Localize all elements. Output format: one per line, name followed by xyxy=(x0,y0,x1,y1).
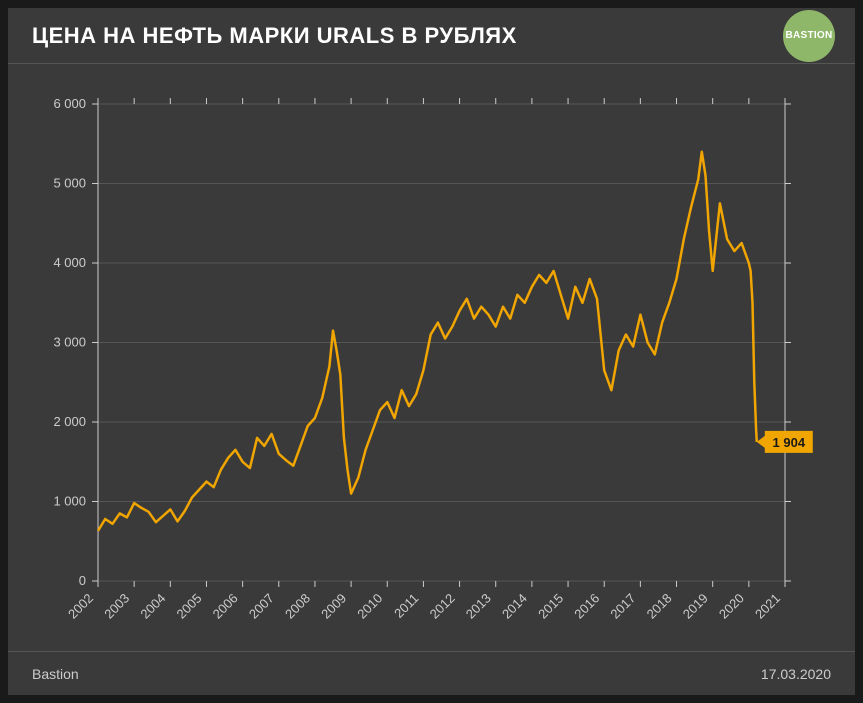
footer-source: Bastion xyxy=(32,666,79,682)
footer: Bastion 17.03.2020 xyxy=(8,651,855,695)
bastion-logo: BASTION xyxy=(783,10,835,62)
svg-text:2 000: 2 000 xyxy=(53,414,86,429)
svg-text:2007: 2007 xyxy=(246,591,277,622)
footer-date: 17.03.2020 xyxy=(761,666,831,682)
svg-text:2012: 2012 xyxy=(427,591,458,622)
line-chart-svg: 01 0002 0003 0004 0005 0006 000200220032… xyxy=(8,64,855,651)
svg-text:2008: 2008 xyxy=(282,591,313,622)
svg-text:2002: 2002 xyxy=(65,591,96,622)
svg-text:6 000: 6 000 xyxy=(53,96,86,111)
svg-text:2004: 2004 xyxy=(137,591,168,622)
svg-text:2021: 2021 xyxy=(752,591,783,622)
svg-text:2011: 2011 xyxy=(391,591,421,621)
svg-text:1 904: 1 904 xyxy=(773,435,806,450)
svg-text:2019: 2019 xyxy=(680,591,711,622)
svg-text:5 000: 5 000 xyxy=(53,176,86,191)
svg-text:2006: 2006 xyxy=(210,591,241,622)
svg-text:2003: 2003 xyxy=(101,591,132,622)
outer-frame: ЦЕНА НА НЕФТЬ МАРКИ URALS В РУБЛЯХ BASTI… xyxy=(0,0,863,703)
svg-text:2010: 2010 xyxy=(354,591,385,622)
svg-text:3 000: 3 000 xyxy=(53,335,86,350)
logo-text: BASTION xyxy=(785,30,832,41)
chart-panel: ЦЕНА НА НЕФТЬ МАРКИ URALS В РУБЛЯХ BASTI… xyxy=(8,8,855,695)
header: ЦЕНА НА НЕФТЬ МАРКИ URALS В РУБЛЯХ BASTI… xyxy=(8,8,855,64)
svg-text:2005: 2005 xyxy=(174,591,205,622)
chart-title: ЦЕНА НА НЕФТЬ МАРКИ URALS В РУБЛЯХ xyxy=(32,23,517,49)
svg-text:1 000: 1 000 xyxy=(53,494,86,509)
svg-text:2013: 2013 xyxy=(463,591,494,622)
svg-text:2009: 2009 xyxy=(318,591,349,622)
svg-text:2018: 2018 xyxy=(644,591,675,622)
svg-text:2017: 2017 xyxy=(607,591,638,622)
svg-text:2014: 2014 xyxy=(499,591,530,622)
chart-area: 01 0002 0003 0004 0005 0006 000200220032… xyxy=(8,64,855,651)
svg-text:2020: 2020 xyxy=(716,591,747,622)
svg-text:2016: 2016 xyxy=(571,591,602,622)
svg-text:0: 0 xyxy=(79,573,86,588)
svg-text:2015: 2015 xyxy=(535,591,566,622)
svg-text:4 000: 4 000 xyxy=(53,255,86,270)
